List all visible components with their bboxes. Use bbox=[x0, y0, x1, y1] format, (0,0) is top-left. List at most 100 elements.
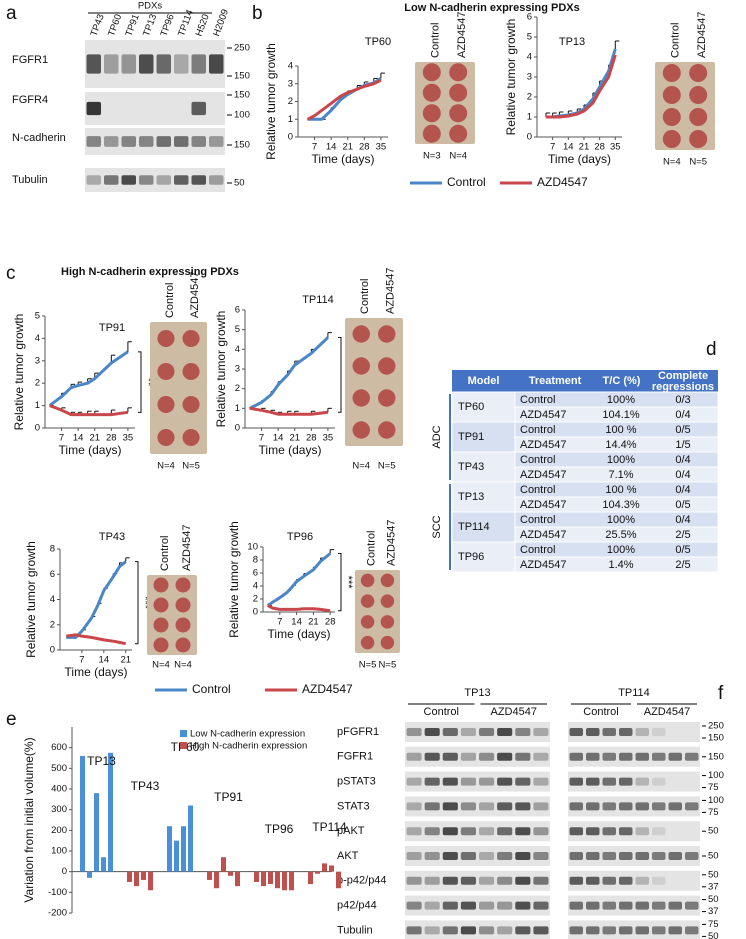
marker: 37 bbox=[708, 906, 719, 917]
photo-label: Control bbox=[359, 279, 371, 314]
band bbox=[406, 876, 422, 885]
y-tick-label: 6 bbox=[527, 12, 532, 23]
band bbox=[460, 827, 476, 836]
band bbox=[602, 926, 616, 935]
lane-label: TP43 bbox=[89, 13, 107, 38]
marker: 250 bbox=[234, 43, 250, 54]
x-tick-label: 14 bbox=[73, 433, 84, 444]
band bbox=[174, 136, 189, 147]
bar bbox=[275, 871, 280, 889]
row-label: FGFR1 bbox=[337, 751, 373, 763]
photo-n: N=5 bbox=[379, 660, 397, 671]
blot bbox=[405, 746, 550, 767]
photo-n: N=5 bbox=[182, 461, 200, 472]
table-cell: Control bbox=[520, 544, 555, 556]
x-tick-label: 14 bbox=[99, 655, 110, 666]
blot bbox=[568, 920, 700, 939]
band bbox=[479, 827, 495, 836]
band bbox=[497, 827, 513, 836]
band bbox=[174, 54, 189, 74]
y-tick-label: 5 bbox=[35, 311, 40, 322]
marker: 150 bbox=[708, 733, 724, 744]
tumor bbox=[380, 615, 395, 629]
x-tick-label: 7 bbox=[59, 433, 64, 444]
bar bbox=[87, 871, 92, 878]
y-tick-label: 5 bbox=[527, 32, 532, 43]
band bbox=[619, 852, 633, 860]
band bbox=[685, 752, 699, 761]
y-tick-label: 500 bbox=[51, 763, 67, 774]
band bbox=[652, 901, 666, 910]
model-cell bbox=[451, 511, 516, 543]
group-label: SCC bbox=[431, 515, 443, 538]
tumor bbox=[352, 421, 370, 439]
x-tick-label: 28 bbox=[106, 433, 117, 444]
tumor bbox=[380, 573, 395, 588]
marker: 50 bbox=[708, 851, 719, 862]
y-axis-label: Relative tumor growth bbox=[264, 43, 278, 160]
table-cell: Control bbox=[520, 394, 555, 406]
series-line bbox=[267, 604, 331, 613]
y-tick-label: 4 bbox=[253, 581, 258, 592]
tumor bbox=[449, 83, 468, 102]
band bbox=[635, 802, 649, 811]
marker: 50 bbox=[708, 869, 719, 880]
group-label: PDXs bbox=[138, 1, 163, 12]
marker: 50 bbox=[234, 178, 245, 189]
x-tick-label: 21 bbox=[120, 655, 131, 666]
band bbox=[497, 901, 513, 910]
band bbox=[635, 728, 649, 736]
row-label: AKT bbox=[337, 850, 359, 862]
band bbox=[619, 777, 633, 786]
y-tick-label: -200 bbox=[48, 908, 67, 919]
table-cell: TP43 bbox=[458, 461, 484, 473]
band bbox=[86, 136, 101, 147]
band bbox=[479, 901, 495, 910]
row-label: p-p42/p44 bbox=[337, 875, 387, 887]
band bbox=[460, 728, 476, 736]
y-tick-label: 1 bbox=[35, 400, 40, 411]
y-tick-label: 4 bbox=[35, 333, 40, 344]
band bbox=[191, 136, 206, 147]
y-tick-label: 6 bbox=[50, 569, 55, 580]
tumor bbox=[449, 63, 468, 82]
legend-swatch bbox=[180, 730, 187, 737]
y-tick-label: 3 bbox=[235, 364, 240, 375]
band bbox=[569, 926, 583, 935]
y-tick-label: 4 bbox=[50, 594, 55, 605]
band bbox=[442, 728, 458, 736]
band bbox=[668, 901, 682, 910]
band bbox=[569, 827, 583, 836]
band bbox=[586, 901, 600, 910]
y-tick-label: 2 bbox=[235, 383, 240, 394]
x-axis-label: Time (days) bbox=[259, 443, 322, 457]
marker: 50 bbox=[708, 894, 719, 905]
y-tick-label: 4 bbox=[235, 344, 240, 355]
bar bbox=[134, 871, 139, 887]
tumor bbox=[378, 325, 396, 343]
y-tick-label: 2 bbox=[35, 378, 40, 389]
band bbox=[668, 852, 682, 860]
x-axis-label: Time (days) bbox=[65, 665, 128, 679]
bar bbox=[221, 857, 226, 872]
band bbox=[406, 728, 422, 736]
photo-label: AZD4547 bbox=[456, 12, 468, 58]
photo-n: N=5 bbox=[359, 660, 377, 671]
band bbox=[652, 752, 666, 761]
band bbox=[652, 926, 666, 935]
band bbox=[602, 852, 616, 860]
band bbox=[479, 926, 495, 935]
table-cell: TP114 bbox=[458, 521, 490, 533]
band bbox=[619, 827, 633, 836]
band bbox=[191, 101, 206, 116]
x-tick-label: 35 bbox=[323, 433, 334, 444]
band bbox=[497, 728, 513, 736]
table-cell: TP96 bbox=[458, 551, 484, 563]
band bbox=[619, 752, 633, 761]
bar bbox=[228, 871, 233, 876]
blot bbox=[405, 722, 550, 742]
marker: 50 bbox=[708, 826, 719, 837]
bar bbox=[254, 871, 259, 882]
y-tick-label: 2 bbox=[50, 619, 55, 630]
lane-label: TP96 bbox=[159, 13, 177, 38]
